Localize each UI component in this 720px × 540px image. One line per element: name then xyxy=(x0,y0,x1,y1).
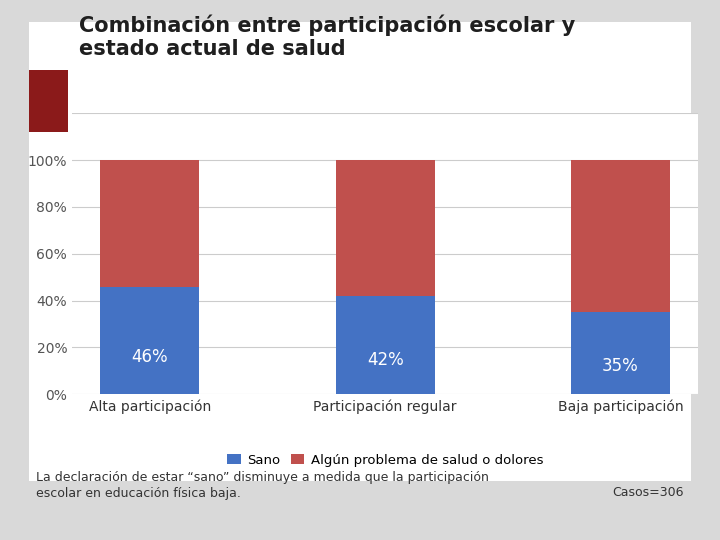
Text: 46%: 46% xyxy=(132,348,168,366)
Text: 42%: 42% xyxy=(366,351,404,369)
Legend: Sano, Algún problema de salud o dolores: Sano, Algún problema de salud o dolores xyxy=(222,448,549,472)
Text: Combinación entre participación escolar y
estado actual de salud: Combinación entre participación escolar … xyxy=(79,15,575,59)
Bar xyxy=(101,287,199,394)
Text: La declaración de estar “sano” disminuye a medida que la participación
escolar e: La declaración de estar “sano” disminuye… xyxy=(36,471,489,500)
Bar xyxy=(336,296,435,394)
Bar xyxy=(101,160,199,287)
Text: 35%: 35% xyxy=(602,356,639,375)
Bar xyxy=(571,160,670,312)
Text: Casos=306: Casos=306 xyxy=(613,487,684,500)
Bar xyxy=(571,312,670,394)
Bar xyxy=(336,160,435,296)
